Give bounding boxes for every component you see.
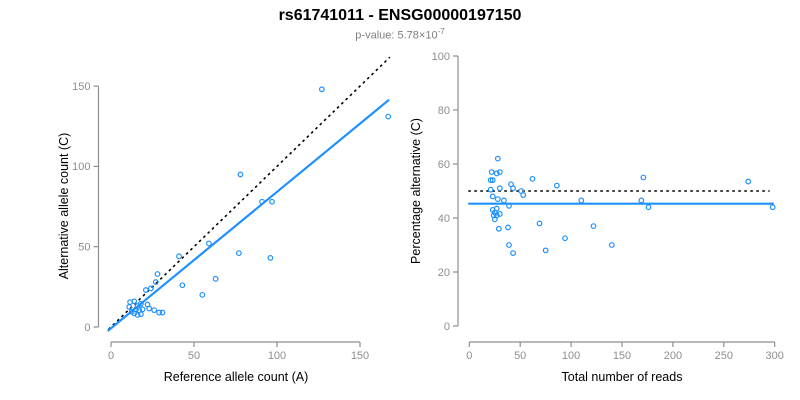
data-point [269, 198, 275, 205]
data-point [212, 275, 219, 282]
p-value-text: p-value: 5.78×10 [355, 29, 438, 42]
data-point [496, 185, 503, 192]
x-tick-label: 100 [562, 350, 580, 362]
data-point [139, 306, 146, 313]
data-point [529, 175, 536, 182]
data-point [640, 174, 647, 181]
x-tick-label: 250 [715, 350, 733, 362]
data-point [506, 242, 512, 248]
data-point [159, 309, 166, 316]
data-point [487, 186, 494, 193]
data-point [494, 155, 501, 162]
x-tick-label: 100 [268, 350, 286, 362]
data-point [506, 202, 512, 209]
x-tick-label: 50 [514, 350, 526, 362]
data-point [769, 204, 776, 211]
x-tick-label: 50 [188, 350, 200, 362]
y-tick-label: 20 [438, 267, 450, 279]
data-point [131, 298, 138, 305]
y-tick-label: 0 [444, 321, 450, 333]
x-tick-label: 0 [466, 350, 472, 362]
data-point [542, 247, 549, 254]
data-point [199, 291, 206, 298]
data-point [745, 178, 752, 185]
left-y-axis-title: Alternative allele count (C) [57, 132, 71, 280]
y-tick-label: 100 [432, 51, 450, 63]
data-point [142, 287, 149, 293]
data-point [318, 86, 325, 93]
data-point [495, 225, 502, 232]
data-point [146, 305, 153, 312]
data-point [536, 220, 543, 227]
data-point [151, 307, 158, 314]
y-tick-label: 50 [78, 242, 90, 254]
data-point [134, 312, 141, 318]
data-point [520, 192, 527, 198]
allele-counts-panel: 0 50 100 150 0 50 100 150 [72, 56, 392, 362]
right-y-axis-title: Percentage alternative (C) [409, 118, 423, 264]
y-tick-label: 0 [84, 322, 90, 334]
data-point [578, 197, 585, 204]
data-point [385, 113, 392, 120]
data-point [489, 193, 496, 200]
data-point [562, 235, 568, 242]
data-point [147, 285, 154, 292]
data-point [235, 250, 242, 257]
data-point [259, 198, 265, 205]
data-point [237, 171, 244, 178]
p-value-exponent: -7 [437, 27, 445, 36]
x-tick-label: 200 [664, 350, 682, 362]
data-point [176, 253, 182, 260]
data-point [501, 197, 507, 204]
data-point [126, 304, 133, 310]
data-point [608, 242, 615, 248]
data-point [638, 197, 645, 204]
data-point [505, 224, 511, 231]
x-tick-label: 0 [108, 350, 114, 362]
data-point [496, 211, 503, 217]
data-point [510, 250, 516, 257]
data-point [206, 240, 212, 247]
data-point [179, 282, 186, 289]
reference-dotted-line [107, 56, 391, 330]
data-point [488, 169, 495, 176]
data-point [496, 169, 503, 176]
fit-line [106, 98, 390, 332]
y-tick-label: 40 [438, 213, 450, 225]
data-point [553, 182, 560, 189]
data-point [491, 216, 498, 223]
figure-title: rs61741011 - ENSG00000197150 [278, 7, 522, 24]
data-point [510, 185, 516, 192]
data-point [590, 223, 597, 230]
data-point [137, 300, 144, 307]
right-x-axis-title: Total number of reads [561, 370, 683, 384]
data-point [152, 279, 159, 285]
y-tick-label: 80 [438, 105, 450, 117]
data-point [137, 311, 144, 318]
y-tick-label: 100 [72, 161, 90, 173]
percentage-vs-reads-panel: 0 20 40 60 80 100 0 50 100 150 200 250 300 [432, 51, 784, 362]
data-point [494, 196, 501, 203]
data-point [156, 309, 163, 316]
data-point [489, 177, 496, 184]
data-point [487, 177, 494, 184]
data-point [267, 255, 274, 261]
y-tick-label: 60 [438, 159, 450, 171]
y-tick-label: 150 [72, 81, 90, 93]
x-tick-label: 300 [766, 350, 784, 362]
x-tick-label: 150 [613, 350, 631, 362]
data-point [493, 170, 500, 177]
data-point [154, 271, 161, 277]
left-x-axis-title: Reference allele count (A) [163, 370, 309, 384]
p-value-subtitle: p-value: 5.78×10-7 [0, 27, 800, 42]
x-tick-label: 150 [351, 350, 369, 362]
data-point [645, 204, 652, 211]
